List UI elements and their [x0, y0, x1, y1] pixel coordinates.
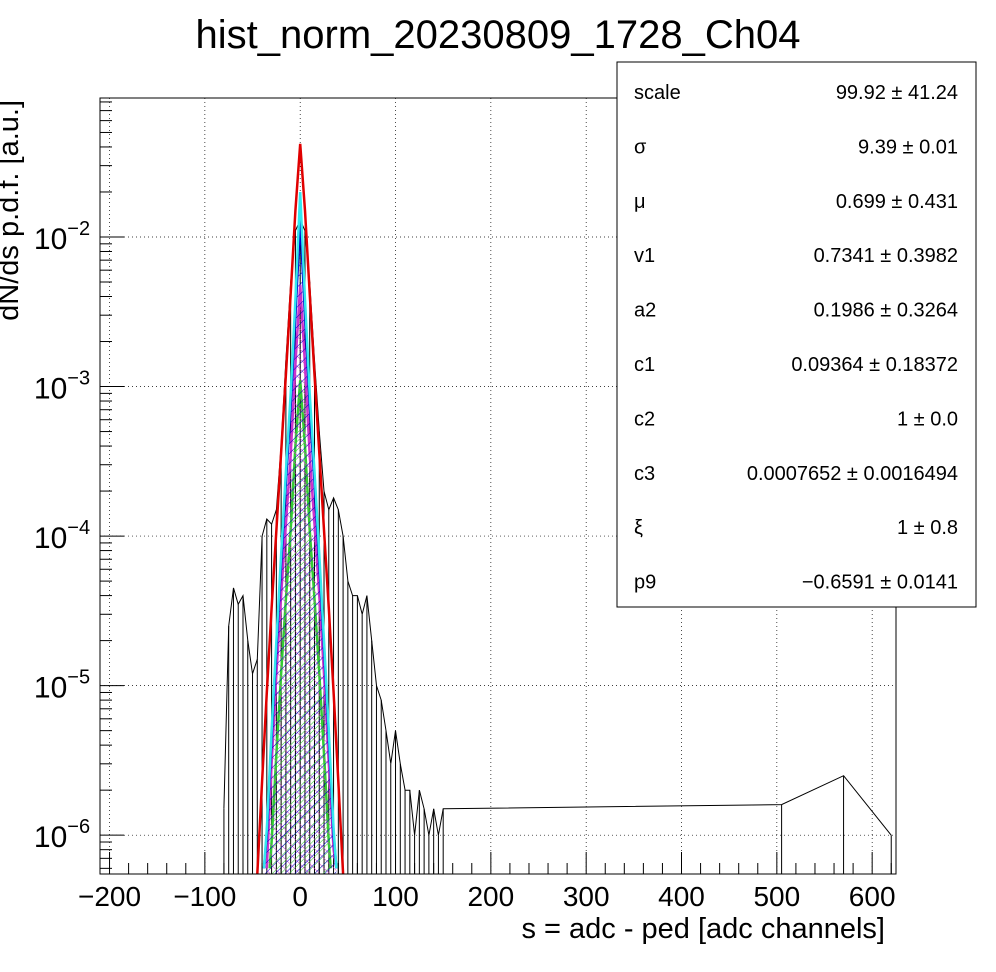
- stats-row-name: v1: [634, 245, 655, 267]
- stats-row-name: ξ: [634, 517, 643, 539]
- x-tick-label: 0: [292, 881, 308, 912]
- x-tick-label: 500: [753, 881, 800, 912]
- stats-row-name: scale: [634, 82, 681, 104]
- histogram-data-line: [223, 218, 892, 836]
- stats-row-name: p9: [634, 572, 656, 594]
- x-tick-label: 100: [372, 881, 419, 912]
- stats-row-name: μ: [634, 191, 646, 213]
- stats-row-name: a2: [634, 300, 656, 322]
- stats-row-name: c2: [634, 408, 655, 430]
- stats-row-value: −0.6591 ± 0.0141: [802, 572, 958, 594]
- stats-row-name: c3: [634, 463, 655, 485]
- chart-title: hist_norm_20230809_1728_Ch04: [196, 13, 801, 57]
- y-tick-label: 10−4: [34, 517, 90, 555]
- stats-box: scale 99.92 ± 41.24 σ 9.39 ± 0.01 μ 0.699 ± 0…: [616, 61, 977, 608]
- x-axis-label: s = adc - ped [adc channels]: [521, 913, 885, 945]
- stats-row-value: 0.09364 ± 0.18372: [791, 354, 958, 376]
- y-tick-label: 10−3: [34, 368, 90, 406]
- series-layer: [223, 143, 892, 874]
- stats-row-value: 99.92 ± 41.24: [836, 82, 958, 104]
- stats-row-value: 0.0007652 ± 0.0016494: [747, 463, 958, 485]
- stats-row-value: 0.1986 ± 0.3264: [814, 300, 958, 322]
- fit-curve: [256, 143, 345, 874]
- y-tick-label: 10−5: [34, 667, 90, 705]
- x-tick-label: −100: [173, 881, 236, 912]
- y-axis: 10−2 10−3 10−4 10−5 10−6: [34, 101, 124, 869]
- stats-row-name: c1: [634, 354, 655, 376]
- x-tick-label: 200: [467, 881, 514, 912]
- stats-row-value: 0.7341 ± 0.3982: [814, 245, 958, 267]
- x-tick-label: 600: [849, 881, 896, 912]
- y-tick-label: 10−6: [34, 816, 90, 854]
- fit-curve: [262, 191, 338, 869]
- y-axis-label: dN/ds p.d.f. [a.u.]: [0, 100, 25, 321]
- stats-row-value: 0.699 ± 0.431: [836, 191, 958, 213]
- stats-row-name: σ: [634, 136, 647, 158]
- stats-row-value: 1 ± 0.8: [897, 517, 958, 539]
- stats-row-value: 1 ± 0.0: [897, 408, 958, 430]
- stats-rows: scale 99.92 ± 41.24 σ 9.39 ± 0.01 μ 0.699 ± 0…: [634, 82, 958, 594]
- fit-component-area: [264, 217, 337, 874]
- x-tick-label: 300: [563, 881, 610, 912]
- x-tick-label: 400: [658, 881, 705, 912]
- x-tick-label: −200: [78, 881, 141, 912]
- stats-box-frame: [616, 61, 977, 608]
- x-axis: −200 −100 0 100 200 300 400 500 600: [78, 852, 896, 912]
- stats-row-value: 9.39 ± 0.01: [858, 136, 958, 158]
- y-tick-label: 10−2: [34, 218, 90, 256]
